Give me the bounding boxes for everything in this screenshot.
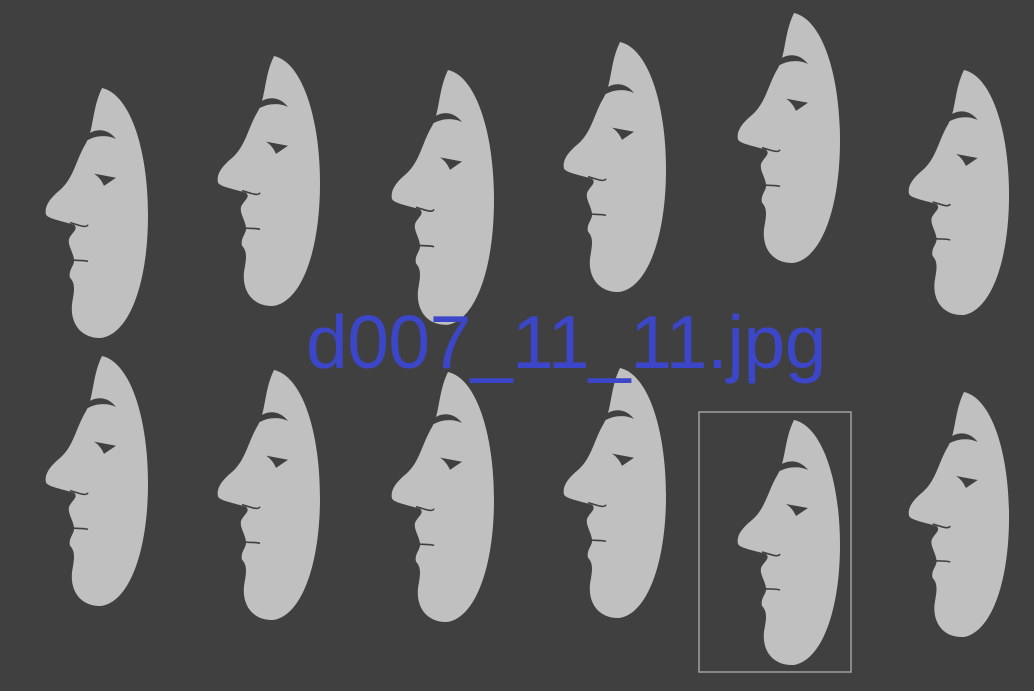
nostril-mark	[587, 501, 607, 508]
eye-mark	[786, 98, 808, 111]
face-silhouette	[217, 370, 320, 620]
face-silhouette	[391, 372, 494, 622]
lips-mark	[69, 526, 89, 531]
face-silhouette	[45, 88, 148, 338]
face-profile-1-6[interactable]	[908, 70, 1010, 316]
face-profile-1-2[interactable]	[217, 56, 320, 306]
lips-mark	[587, 212, 607, 217]
nostril-mark	[761, 146, 781, 153]
lips-mark	[587, 538, 607, 543]
eyebrow-mark	[776, 461, 808, 472]
lips-mark	[415, 542, 435, 547]
face-silhouette	[391, 70, 494, 325]
eyebrow-mark	[256, 98, 288, 110]
nostril-mark	[415, 206, 435, 212]
eyebrow-mark	[776, 55, 808, 67]
eyebrow-mark	[602, 84, 634, 96]
lips-mark	[241, 226, 261, 231]
face-silhouette	[908, 392, 1010, 638]
nostril-mark	[587, 175, 607, 182]
face-silhouette	[737, 420, 840, 666]
face-profile-2-4[interactable]	[563, 368, 666, 618]
eyebrow-mark	[946, 433, 978, 444]
face-profile-2-1[interactable]	[45, 356, 148, 606]
eye-mark	[786, 504, 808, 516]
lips-mark	[932, 559, 951, 563]
lips-mark	[415, 243, 435, 248]
face-silhouette	[563, 42, 666, 292]
face-silhouette	[563, 368, 666, 618]
face-silhouette	[217, 56, 320, 306]
face-profile-1-5[interactable]	[737, 13, 840, 263]
eyebrow-mark	[430, 414, 462, 426]
face-silhouette	[45, 356, 148, 606]
nostril-mark	[241, 189, 261, 196]
filename-label: d007_11_11.jpg	[306, 300, 826, 384]
lips-mark	[761, 183, 781, 188]
nostril-mark	[761, 551, 781, 557]
nostril-mark	[69, 489, 89, 496]
eye-mark	[266, 141, 288, 154]
eye-mark	[612, 453, 634, 466]
face-profile-1-4[interactable]	[563, 42, 666, 292]
eye-mark	[94, 441, 116, 454]
face-profile-2-3[interactable]	[391, 372, 494, 622]
nostril-mark	[932, 201, 951, 207]
eye-mark	[956, 476, 978, 488]
face-profile-2-2[interactable]	[217, 370, 320, 620]
eyebrow-mark	[84, 398, 116, 410]
nostril-mark	[69, 221, 89, 228]
eyebrow-mark	[84, 130, 116, 142]
eyebrow-mark	[256, 412, 288, 424]
nostril-mark	[241, 503, 261, 510]
lips-mark	[69, 258, 89, 263]
eyebrow-mark	[602, 410, 634, 422]
face-profile-1-1[interactable]	[45, 88, 148, 338]
eye-mark	[266, 455, 288, 468]
eye-mark	[440, 457, 462, 470]
lips-mark	[241, 540, 261, 545]
eye-mark	[956, 154, 978, 166]
nostril-mark	[932, 523, 951, 529]
face-silhouette	[908, 70, 1010, 316]
eyebrow-mark	[430, 113, 462, 125]
eye-mark	[612, 127, 634, 140]
selection-frame	[698, 411, 852, 673]
face-profile-2-5[interactable]	[737, 420, 840, 666]
lips-mark	[932, 237, 951, 241]
eyebrow-mark	[946, 111, 978, 122]
lips-mark	[761, 587, 781, 591]
face-profile-2-6[interactable]	[908, 392, 1010, 638]
eye-mark	[94, 173, 116, 186]
face-profile-1-3[interactable]	[391, 70, 494, 325]
face-silhouette	[737, 13, 840, 263]
nostril-mark	[415, 505, 435, 512]
eye-mark	[440, 157, 462, 170]
